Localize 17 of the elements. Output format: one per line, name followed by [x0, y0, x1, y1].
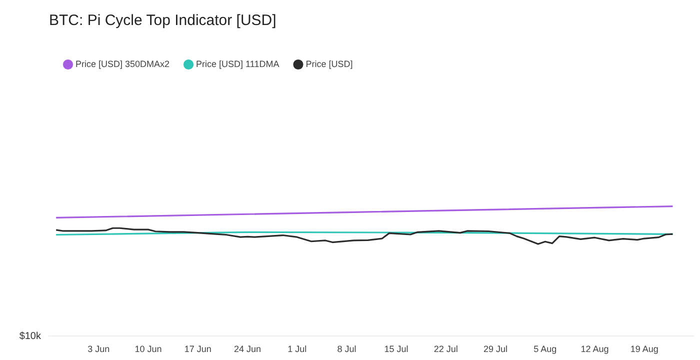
legend-label: Price [USD]	[306, 58, 353, 69]
x-tick-label: 22 Jul	[434, 344, 458, 354]
legend-label: Price [USD] 350DMAx2	[76, 58, 170, 69]
text: $10k	[19, 330, 42, 342]
x-tick-label: 15 Jul	[384, 344, 408, 354]
x-tick-label: 3 Jun	[88, 344, 110, 354]
x-tick-label: 1 Jul	[288, 344, 307, 354]
x-tick-label: 29 Jul	[484, 344, 508, 354]
x-tick-label: 5 Aug	[534, 344, 557, 354]
x-tick-label: 12 Aug	[580, 344, 609, 354]
chart-title: BTC: Pi Cycle Top Indicator [USD]	[49, 12, 276, 30]
legend-label: Price [USD] 111DMA	[196, 58, 280, 69]
x-tick-label: 19 Aug	[630, 344, 658, 354]
x-tick-label: 10 Jun	[134, 344, 162, 354]
x-tick-label: 8 Jul	[337, 344, 356, 354]
x-tick-label: 24 Jun	[234, 344, 261, 354]
x-tick-label: 17 Jun	[184, 344, 212, 354]
